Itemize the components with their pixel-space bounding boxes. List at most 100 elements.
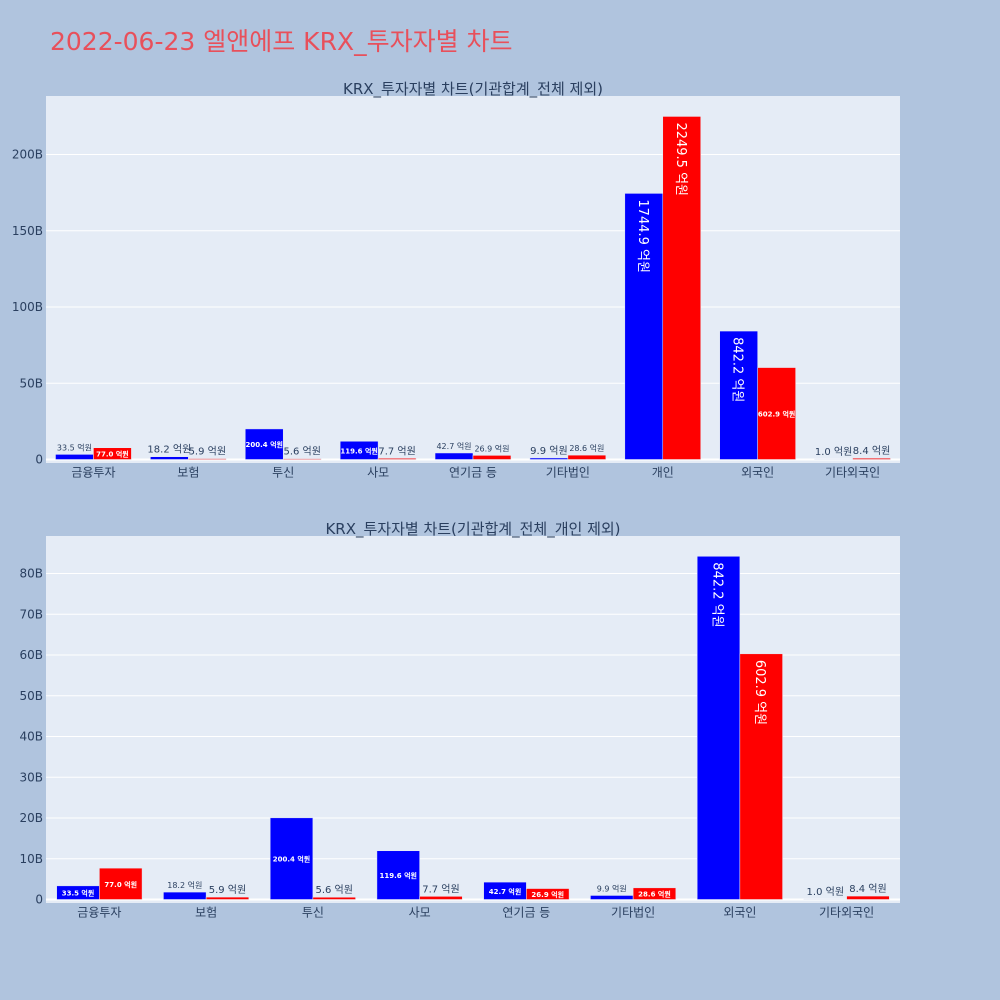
data-label: 42.7 억원 [436,441,471,451]
x-tick-label: 연기금 등 [502,906,550,920]
data-label: 7.7 억원 [378,445,415,457]
x-tick-label: 외국인 [741,466,774,480]
data-label: 9.9 억원 [597,883,627,893]
data-label: 26.9 억원 [531,890,564,899]
data-label: 8.4 억원 [853,445,890,457]
chart-title: KRX_투자자별 차트(기관합계_전체 제외) [343,80,603,99]
x-tick-label: 사모 [409,906,431,920]
x-tick-label: 투신 [272,466,294,480]
chart-title: KRX_투자자별 차트(기관합계_전체_개인 제외) [325,520,620,539]
data-label: 119.6 억원 [340,446,377,455]
bar [150,456,189,460]
y-tick-label: 10B [19,852,43,866]
x-tick-label: 금융투자 [71,466,115,480]
y-tick-label: 200B [12,148,43,162]
bar [312,896,356,900]
y-tick-label: 40B [19,730,43,744]
data-label: 33.5 억원 [57,442,92,452]
data-label: 28.6 억원 [638,890,671,899]
bar [188,458,227,460]
data-label: 42.7 억원 [489,887,522,896]
x-tick-label: 기타외국인 [825,466,880,480]
data-label: 1.0 억원 [815,446,852,458]
data-label: 200.4 억원 [273,855,310,864]
bar [419,896,463,900]
data-label: 28.6 억원 [569,443,604,453]
x-tick-label: 금융투자 [77,906,121,920]
data-label: 842.2 억원 [730,337,745,402]
y-tick-label: 60B [19,648,43,662]
data-label: 602.9 억원 [758,410,795,419]
bar [719,330,758,460]
x-tick-label: 연기금 등 [449,466,497,480]
bar [376,850,420,900]
chart-bottom: KRX_투자자별 차트(기관합계_전체_개인 제외) 0 10B 20B 30B 40B 5… [19,520,900,920]
bar [696,556,741,900]
x-tick-label: 투신 [302,906,324,920]
x-tick-label: 기타외국인 [819,906,874,920]
data-label: 602.9 억원 [752,660,767,725]
data-label: 77.0 억원 [96,450,129,459]
x-tick-label: 사모 [367,466,389,480]
bar [163,891,207,900]
x-tick-label: 기타법인 [546,466,590,480]
x-tick-label: 개인 [652,466,674,480]
bar [99,867,143,900]
bar [567,454,607,460]
y-tick-label: 100B [12,300,43,314]
data-label: 5.6 억원 [283,446,320,458]
data-label: 119.6 억원 [380,871,417,880]
x-tick-label: 기타법인 [611,906,655,920]
bar [846,895,890,900]
data-label: 18.2 억원 [167,880,202,890]
data-label: 842.2 억원 [710,562,725,627]
data-label: 9.9 억원 [530,445,567,457]
x-tick-label: 외국인 [723,906,756,920]
bar [814,458,853,460]
bar [472,455,512,460]
data-label: 5.9 억원 [189,446,226,458]
bar [93,447,132,460]
y-tick-label: 70B [19,607,43,621]
data-label: 26.9 억원 [474,443,509,453]
bar [662,116,701,460]
bar [205,896,250,900]
bar [269,817,314,900]
bar [377,458,417,460]
bar [55,454,94,460]
y-tick-label: 50B [19,376,43,390]
bar [434,452,474,460]
bar [803,898,847,900]
y-tick-label: 20B [19,811,43,825]
data-label: 1.0 억원 [807,886,844,898]
data-label: 200.4 억원 [246,440,283,449]
bar [590,895,634,900]
bar [757,367,796,460]
y-tick-label: 30B [19,770,43,784]
bar [526,888,570,900]
data-label: 5.6 억원 [315,884,352,896]
bar [529,457,569,460]
bar [852,457,891,460]
data-label: 7.7 억원 [422,883,459,895]
data-label: 33.5 억원 [62,889,95,898]
y-tick-label: 0 [35,453,43,467]
bar [245,428,284,460]
page-title: 2022-06-23 엘앤에프 KRX_투자자별 차트 [50,27,513,56]
y-tick-label: 150B [12,224,43,238]
data-label: 1744.9 억원 [635,199,650,273]
y-tick-label: 80B [19,567,43,581]
x-tick-label: 보험 [177,466,199,480]
data-label: 18.2 억원 [147,444,191,456]
y-tick-label: 50B [19,689,43,703]
bar [632,887,677,900]
data-label: 8.4 억원 [849,883,886,895]
data-label: 2249.5 억원 [673,122,688,196]
chart-top: KRX_투자자별 차트(기관합계_전체 제외) 0 50B 100B 150B 200B 금… [12,80,900,480]
x-tick-label: 보험 [195,906,217,920]
bar [739,653,783,900]
y-tick-label: 0 [35,893,43,907]
bar [282,458,322,460]
bar [624,193,664,460]
bar [339,441,379,460]
